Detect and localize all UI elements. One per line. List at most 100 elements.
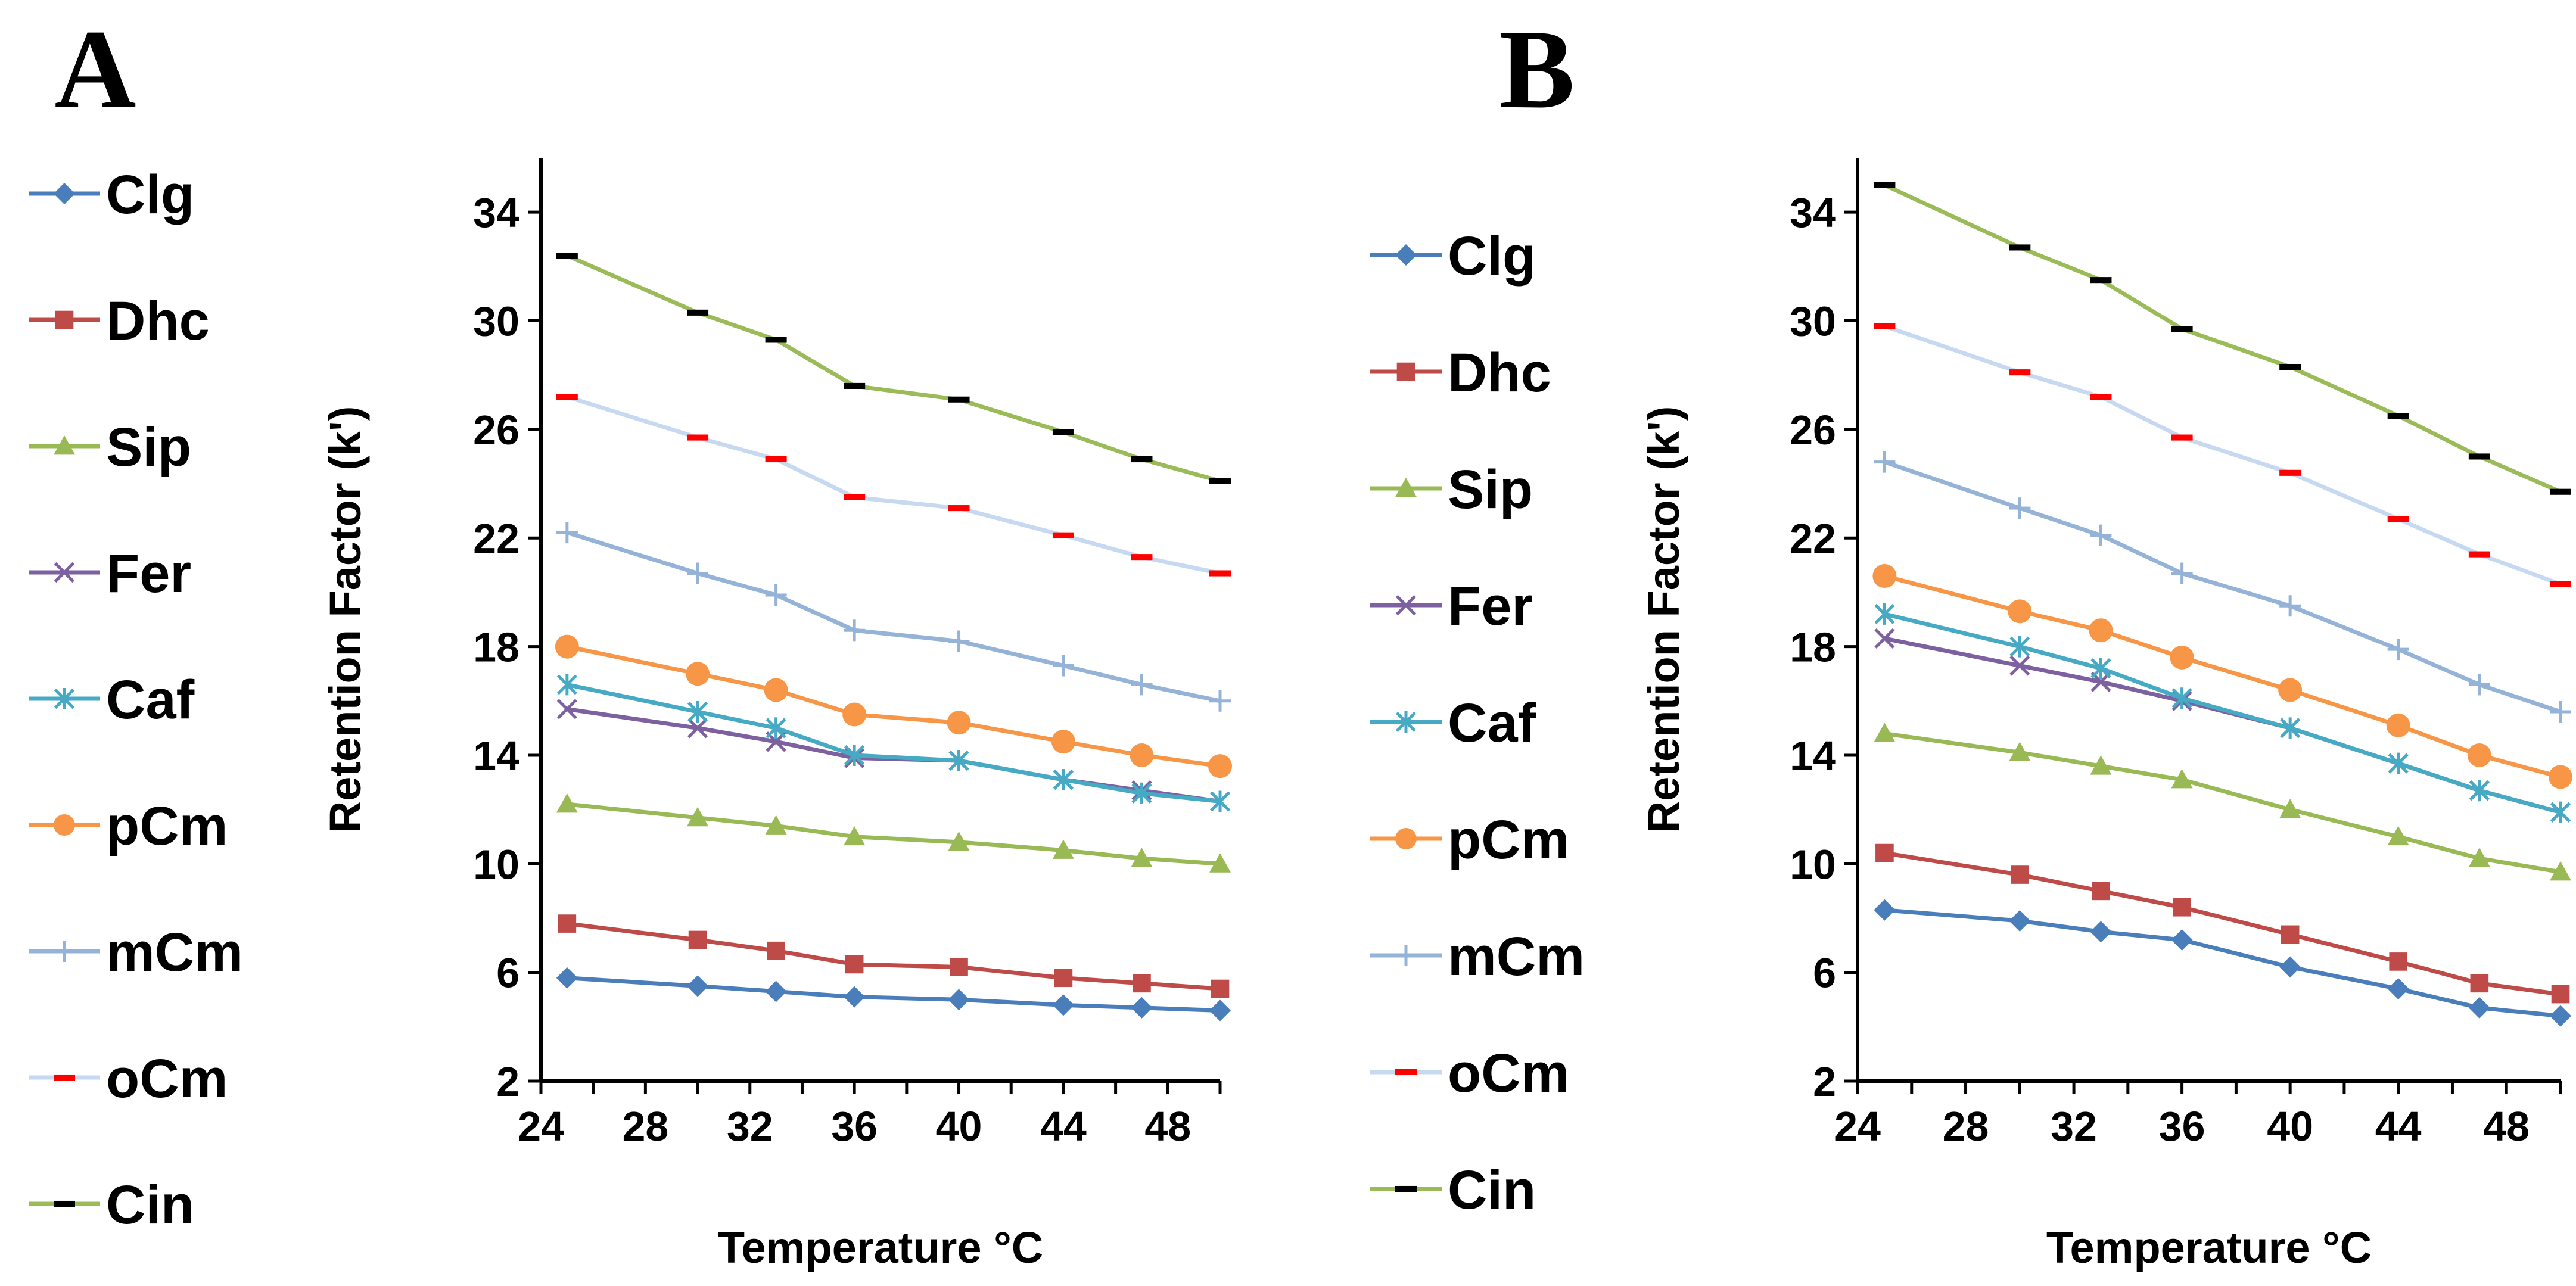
x-tick-label: 32 bbox=[727, 1103, 773, 1150]
panel-label: A bbox=[54, 7, 136, 132]
data-point bbox=[687, 975, 709, 997]
x-tick-label: 44 bbox=[2375, 1103, 2422, 1150]
x-tick-label: 40 bbox=[2267, 1103, 2313, 1150]
data-point bbox=[2389, 952, 2407, 971]
data-point bbox=[1052, 839, 1074, 859]
data-point bbox=[844, 986, 866, 1008]
legend-item-cin: Cin bbox=[1370, 1160, 1536, 1220]
data-point bbox=[2011, 865, 2029, 884]
x-tick-label: 40 bbox=[936, 1103, 982, 1150]
series-dhc bbox=[1875, 843, 2570, 1004]
series-line-sip bbox=[567, 802, 1221, 866]
data-point bbox=[688, 930, 707, 949]
y-tick-label: 14 bbox=[473, 733, 519, 779]
data-point bbox=[1209, 853, 1231, 873]
legend-label: Dhc bbox=[106, 291, 210, 351]
y-tick-label: 6 bbox=[1813, 950, 1836, 997]
legend-item-ocm: oCm bbox=[29, 1048, 228, 1109]
legend-marker bbox=[1396, 362, 1415, 381]
data-point bbox=[2090, 277, 2112, 284]
data-point bbox=[2090, 394, 2112, 400]
legend-item-mcm: mCm bbox=[1370, 926, 1585, 987]
data-point bbox=[1131, 456, 1153, 463]
legend-label: Clg bbox=[1448, 226, 1536, 287]
legend-label: Sip bbox=[1448, 459, 1533, 520]
legend-marker bbox=[1395, 478, 1417, 497]
data-point bbox=[687, 434, 709, 441]
data-point bbox=[687, 807, 709, 827]
data-point bbox=[1054, 969, 1073, 988]
data-point bbox=[1874, 323, 1896, 329]
data-point bbox=[2550, 488, 2571, 495]
legend-item-cin: Cin bbox=[29, 1175, 194, 1235]
data-point bbox=[2387, 978, 2409, 999]
data-point bbox=[844, 382, 866, 389]
y-axis-title: Retention Factor (k') bbox=[321, 406, 370, 833]
data-point bbox=[1131, 782, 1152, 804]
legend-item-clg: Clg bbox=[1370, 226, 1536, 287]
x-tick-label: 36 bbox=[2159, 1103, 2205, 1150]
legend-label: Clg bbox=[106, 164, 194, 225]
data-point bbox=[948, 630, 970, 652]
data-point bbox=[2468, 453, 2490, 460]
data-point bbox=[687, 309, 709, 316]
series-pcm bbox=[555, 634, 1232, 779]
data-point bbox=[764, 678, 788, 702]
data-point bbox=[2009, 742, 2031, 761]
legend-marker bbox=[54, 435, 75, 455]
data-point bbox=[1052, 429, 1074, 435]
legend-marker bbox=[54, 688, 75, 709]
data-point bbox=[2469, 780, 2490, 802]
data-point bbox=[765, 337, 787, 343]
data-point bbox=[556, 699, 577, 720]
data-point bbox=[2171, 929, 2193, 951]
data-point bbox=[1211, 979, 1230, 998]
data-point bbox=[765, 980, 787, 1002]
series-mcm bbox=[556, 522, 1231, 712]
data-point bbox=[2090, 921, 2112, 943]
data-point bbox=[1209, 999, 1231, 1022]
legend-label: Cin bbox=[106, 1175, 194, 1235]
data-point bbox=[842, 702, 867, 727]
data-point bbox=[2551, 985, 2570, 1004]
legend-label: Caf bbox=[106, 670, 195, 730]
data-point bbox=[1209, 790, 1231, 812]
data-point bbox=[1874, 899, 1896, 921]
data-point bbox=[1131, 848, 1153, 867]
series-line-pcm bbox=[1884, 574, 2561, 779]
data-point bbox=[948, 831, 970, 851]
data-point bbox=[556, 253, 578, 259]
data-point bbox=[2468, 997, 2490, 1019]
data-point bbox=[1874, 628, 1895, 649]
data-point bbox=[950, 958, 968, 976]
data-point bbox=[2549, 765, 2572, 789]
y-tick-label: 10 bbox=[473, 841, 519, 888]
data-point bbox=[1874, 182, 1896, 188]
data-point bbox=[2386, 713, 2410, 737]
data-point bbox=[2279, 595, 2301, 617]
data-point bbox=[2089, 618, 2113, 643]
series-line-clg bbox=[567, 976, 1221, 1013]
data-point bbox=[556, 967, 578, 989]
y-tick-label: 26 bbox=[1790, 407, 1836, 453]
data-point bbox=[2550, 861, 2571, 881]
data-point bbox=[1209, 478, 1231, 484]
legend-marker bbox=[54, 183, 75, 204]
data-point bbox=[1131, 554, 1153, 561]
y-tick-label: 30 bbox=[473, 298, 519, 345]
x-tick-label: 28 bbox=[622, 1103, 668, 1150]
legend-label: Sip bbox=[106, 417, 191, 478]
data-point bbox=[2468, 674, 2490, 696]
series-line-caf bbox=[1884, 612, 2561, 815]
legend-item-clg: Clg bbox=[29, 164, 194, 225]
legend-item-fer: Fer bbox=[1370, 576, 1533, 637]
series-line-ocm bbox=[566, 394, 1221, 575]
data-point bbox=[555, 634, 579, 659]
data-point bbox=[948, 505, 970, 512]
legend-marker bbox=[54, 562, 75, 583]
data-point bbox=[948, 989, 970, 1011]
series-line-cin bbox=[1883, 183, 2562, 494]
data-point bbox=[558, 914, 577, 933]
series-line-dhc bbox=[1884, 851, 2561, 997]
